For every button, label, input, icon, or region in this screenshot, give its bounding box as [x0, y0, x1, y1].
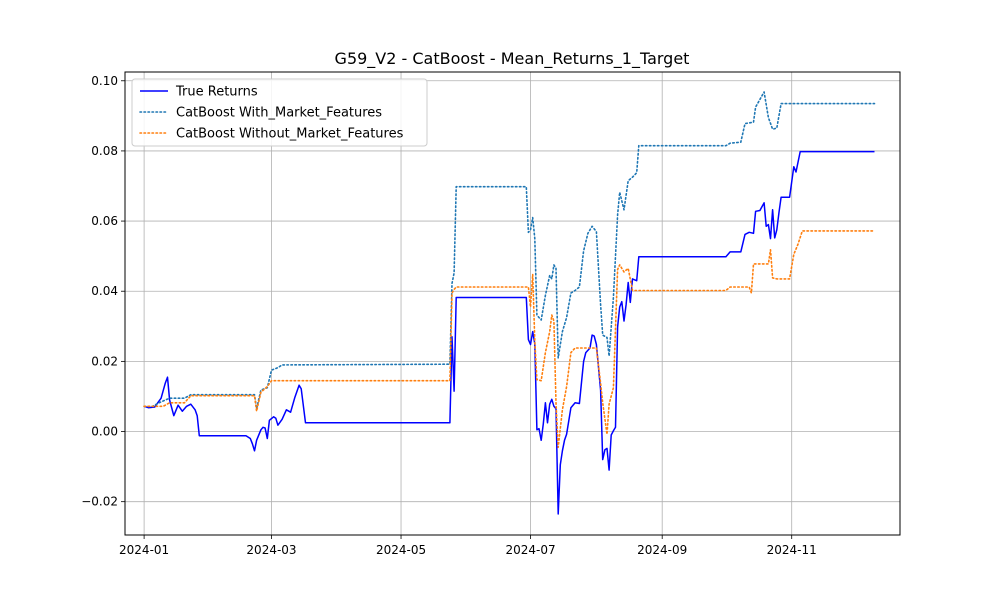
y-tick-label: 0.08 — [91, 144, 118, 158]
y-tick-label: 0.06 — [91, 214, 118, 228]
legend-label: CatBoost With_Market_Features — [176, 106, 382, 121]
legend-label: True Returns — [175, 85, 258, 100]
x-tick-label: 2024-03 — [246, 543, 296, 557]
series-lines — [143, 91, 876, 515]
plot-frame — [124, 71, 901, 536]
x-tick-label: 2024-09 — [637, 543, 687, 557]
legend: True Returns CatBoost With_Market_Feature… — [131, 78, 428, 147]
x-axis-ticks: 2024-01 2024-03 2024-05 2024-07 2024-09 2024-… — [119, 535, 817, 557]
series-line-1 — [143, 91, 876, 410]
y-tick-label: 0.00 — [91, 425, 118, 439]
legend-box — [131, 78, 428, 147]
x-tick-label: 2024-01 — [119, 543, 169, 557]
series-line-0 — [143, 150, 875, 515]
y-tick-label: 0.10 — [91, 74, 118, 88]
plot-area — [125, 72, 900, 535]
x-tick-label: 2024-07 — [505, 543, 555, 557]
chart-title: G59_V2 - CatBoost - Mean_Returns_1_Targe… — [335, 49, 690, 69]
x-tick-label: 2024-11 — [767, 543, 817, 557]
legend-label: CatBoost Without_Market_Features — [176, 127, 404, 142]
y-tick-label: −0.02 — [81, 495, 118, 509]
y-tick-label: 0.04 — [91, 284, 118, 298]
x-tick-label: 2024-05 — [376, 543, 426, 557]
series-line-2 — [143, 230, 876, 449]
y-axis-ticks: −0.02 0.00 0.02 0.04 0.06 0.08 0.10 — [81, 74, 125, 509]
y-tick-label: 0.02 — [91, 354, 118, 368]
